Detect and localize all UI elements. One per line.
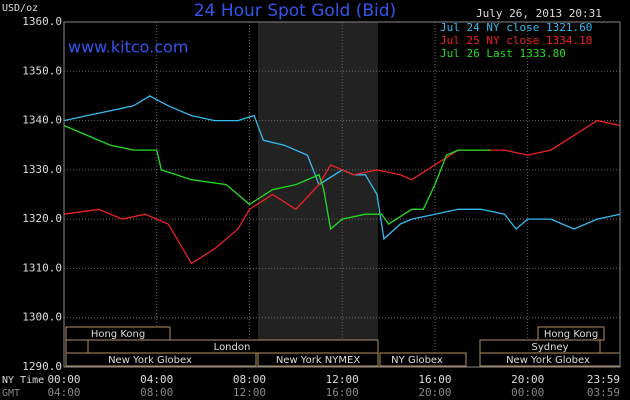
x2-tick-label: 03:59 xyxy=(587,386,620,399)
session-box xyxy=(257,352,379,367)
x2-tick-label: 12:00 xyxy=(233,386,266,399)
price-line xyxy=(63,119,621,265)
x-tick-label: 08:00 xyxy=(233,373,266,386)
x2-tick-label: 04:00 xyxy=(47,386,80,399)
session-label: Sydney xyxy=(531,342,568,353)
legend-entry: Jul 25 NY close 1334.10 xyxy=(440,34,592,47)
y-tick-label: 1330.0 xyxy=(22,163,62,176)
session-box xyxy=(65,339,89,354)
timestamp: July 26, 2013 20:31 xyxy=(476,7,602,20)
session-label: NY Globex xyxy=(391,355,443,366)
x-tick-label: 12:00 xyxy=(326,373,359,386)
session-box xyxy=(65,352,257,367)
y-tick-label: 1340.0 xyxy=(22,114,62,127)
chart-title: 24 Hour Spot Gold (Bid) xyxy=(194,1,396,21)
session-label: London xyxy=(214,342,251,353)
x2-tick-label: 08:00 xyxy=(140,386,173,399)
source: www.kitco.com xyxy=(68,38,188,57)
x-axis-label: NY Time xyxy=(2,375,44,386)
price-line xyxy=(63,124,491,231)
ny-session-shade xyxy=(258,22,378,367)
session-label: New York Globex xyxy=(506,355,590,366)
x-tick-label: 04:00 xyxy=(140,373,173,386)
session-box xyxy=(379,352,467,367)
y-tick-label: 1350.0 xyxy=(22,64,62,77)
x-tick-label: 23:59 xyxy=(587,373,620,386)
y-tick-label: 1290.0 xyxy=(22,360,62,373)
legend-entry: Jul 24 NY close 1321.60 xyxy=(440,21,592,34)
x2-axis-label: GMT xyxy=(2,388,20,399)
x2-tick-label: 00:00 xyxy=(511,386,544,399)
x-tick-label: 16:00 xyxy=(418,373,451,386)
x2-tick-label: 16:00 xyxy=(326,386,359,399)
session-label: New York Globex xyxy=(108,355,192,366)
session-label: Hong Kong xyxy=(544,329,598,340)
y-tick-label: 1300.0 xyxy=(22,311,62,324)
session-label: Hong Kong xyxy=(91,329,145,340)
sessions: Hong Kong Hong Kong London Sydney New Yo… xyxy=(65,326,621,367)
y-axis-label: USD/oz xyxy=(2,3,38,14)
legend-entry: Jul 26 Last 1333.80 xyxy=(440,47,566,60)
plot-frame xyxy=(63,21,621,368)
y-tick-label: 1310.0 xyxy=(22,261,62,274)
x-tick-label: 20:00 xyxy=(511,373,544,386)
x2-tick-label: 20:00 xyxy=(418,386,451,399)
y-tick-label: 1320.0 xyxy=(22,212,62,225)
y-tick-label: 1360.0 xyxy=(22,15,62,28)
session-label: New York NYMEX xyxy=(276,355,361,366)
x-tick-label: 00:00 xyxy=(47,373,80,386)
